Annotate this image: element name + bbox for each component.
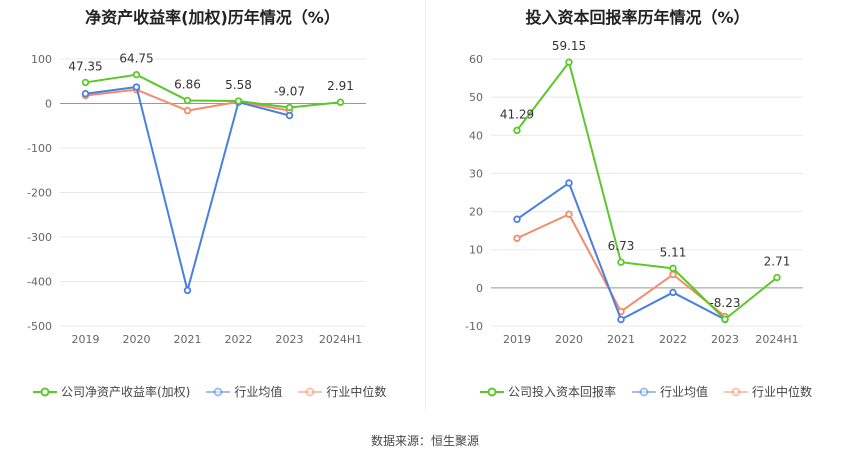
legend-item-industry-avg[interactable]: 行业均值 <box>206 383 282 400</box>
legend-item-industry-median[interactable]: 行业中位数 <box>724 383 812 400</box>
roe-y-tick-label: 0 <box>45 98 52 111</box>
roic-series-point-0 <box>565 58 573 66</box>
legend-label: 行业均值 <box>234 385 283 399</box>
roic-y-tick-label: 60 <box>469 53 483 66</box>
roic-series-point-0 <box>669 264 677 273</box>
roe-series-point-1 <box>183 286 192 295</box>
roe-series-point-0 <box>81 78 90 87</box>
data-source-note: 数据来源：恒生聚源 <box>370 434 479 448</box>
roic-series-point-1 <box>617 315 625 324</box>
legend-label: 行业中位数 <box>752 385 813 399</box>
roic-data-label: -8.23 <box>709 296 740 310</box>
roe-data-label: 6.86 <box>174 77 201 91</box>
roic-series-point-1 <box>669 288 677 297</box>
chart-title-roe: 净资产收益率(加权)历年情况（%） <box>85 8 340 27</box>
roe-series-point-0 <box>285 103 294 112</box>
roic-y-tick-label: 40 <box>469 129 483 142</box>
legend-item-company-roic[interactable]: 公司投入资本回报率 <box>480 383 616 400</box>
roic-x-tick-label: 2020 <box>555 333 583 346</box>
legend-label: 公司净资产收益率(加权) <box>61 385 191 399</box>
roe-y-tick-label: -300 <box>27 231 52 244</box>
roic-series-point-1 <box>565 179 573 187</box>
roe-data-label: 47.35 <box>68 59 102 73</box>
roic-legend: 公司投入资本回报率 行业均值 行业中位数 <box>480 383 828 400</box>
roic-series-point-0 <box>773 273 781 282</box>
roic-series-point-0 <box>617 258 625 266</box>
roe-series-point-0 <box>183 96 192 105</box>
legend-label: 公司投入资本回报率 <box>508 385 617 399</box>
roic-y-tick-label: 20 <box>469 206 483 219</box>
legend-line-marker-icon <box>33 387 57 396</box>
roic-x-tick-label: 2019 <box>503 333 531 346</box>
roe-series-point-0 <box>234 97 243 105</box>
roic-y-tick-label: 0 <box>476 282 483 295</box>
roic-x-tick-label: 2022 <box>659 333 687 346</box>
roe-data-label: 5.58 <box>225 78 252 92</box>
roe-data-label: 2.91 <box>327 79 354 93</box>
legend-item-industry-median[interactable]: 行业中位数 <box>298 383 386 400</box>
roe-series-point-1 <box>81 90 90 98</box>
roe-legend: 公司净资产收益率(加权) 行业均值 行业中位数 <box>33 383 402 400</box>
roic-series-line-0 <box>516 61 778 321</box>
legend-line-marker-icon <box>632 387 657 396</box>
roe-series-point-0 <box>132 70 141 79</box>
roic-series-point-0 <box>721 315 729 323</box>
roe-series-point-2 <box>183 106 192 115</box>
roe-data-label: 64.75 <box>119 52 153 66</box>
legend-label: 行业均值 <box>660 385 709 399</box>
roic-y-tick-label: 30 <box>469 167 483 180</box>
roic-line-chart: 60 50 40 30 20 10 0 -10 2019 2020 2021 2022 2023 2024… <box>465 39 803 346</box>
legend-line-marker-icon <box>298 387 323 396</box>
roe-line-chart: 100 0 -100 -200 -300 -400 -500 2019 2020 2021 2022… <box>27 52 366 346</box>
roe-x-tick-label: 2022 <box>225 333 253 346</box>
roic-series-point-0 <box>513 126 521 135</box>
roic-series-point-2 <box>669 270 677 279</box>
roe-x-tick-label: 2024H1 <box>319 333 362 346</box>
roic-x-tick-label: 2023 <box>711 333 739 346</box>
roe-series-point-1 <box>285 111 294 120</box>
roe-x-tick-label: 2020 <box>123 333 151 346</box>
roic-y-tick-label: 50 <box>469 91 483 104</box>
roic-data-label: 6.73 <box>608 239 635 253</box>
legend-line-marker-icon <box>480 387 504 396</box>
roic-series-point-2 <box>513 234 521 242</box>
roic-x-tick-label: 2021 <box>607 333 635 346</box>
roic-data-label: 2.71 <box>764 255 791 269</box>
legend-line-marker-icon <box>206 387 231 396</box>
roe-y-tick-label: -400 <box>27 276 52 289</box>
roe-y-tick-label: 100 <box>31 53 52 66</box>
roic-y-tick-label: 10 <box>469 244 483 257</box>
roic-data-label: 41.29 <box>500 107 534 121</box>
chart-divider <box>425 0 426 410</box>
roic-x-tick-label: 2024H1 <box>755 333 798 346</box>
legend-item-industry-avg[interactable]: 行业均值 <box>632 383 708 400</box>
legend-item-company-roe[interactable]: 公司净资产收益率(加权) <box>33 383 190 400</box>
roe-series-line-0 <box>85 73 341 109</box>
roe-y-tick-label: -200 <box>27 187 52 200</box>
roic-y-tick-label: -10 <box>465 320 483 333</box>
roe-series-point-0 <box>336 98 345 106</box>
legend-label: 行业中位数 <box>326 385 387 399</box>
roic-series-point-2 <box>565 210 573 218</box>
roe-series-line-1 <box>85 86 290 292</box>
roe-y-tick-label: -500 <box>27 320 52 333</box>
roe-series-point-1 <box>132 83 141 91</box>
roic-data-label: 59.15 <box>552 39 586 53</box>
roic-data-label: 5.11 <box>660 245 687 259</box>
roe-y-tick-label: -100 <box>27 142 52 155</box>
chart-title-roic: 投入资本回报率历年情况（%） <box>525 8 750 27</box>
roe-x-tick-label: 2019 <box>72 333 100 346</box>
roe-x-tick-label: 2021 <box>174 333 202 346</box>
roe-data-label: -9.07 <box>274 85 305 99</box>
roe-x-tick-label: 2023 <box>276 333 304 346</box>
legend-line-marker-icon <box>724 387 749 396</box>
roic-series-point-1 <box>513 215 521 223</box>
